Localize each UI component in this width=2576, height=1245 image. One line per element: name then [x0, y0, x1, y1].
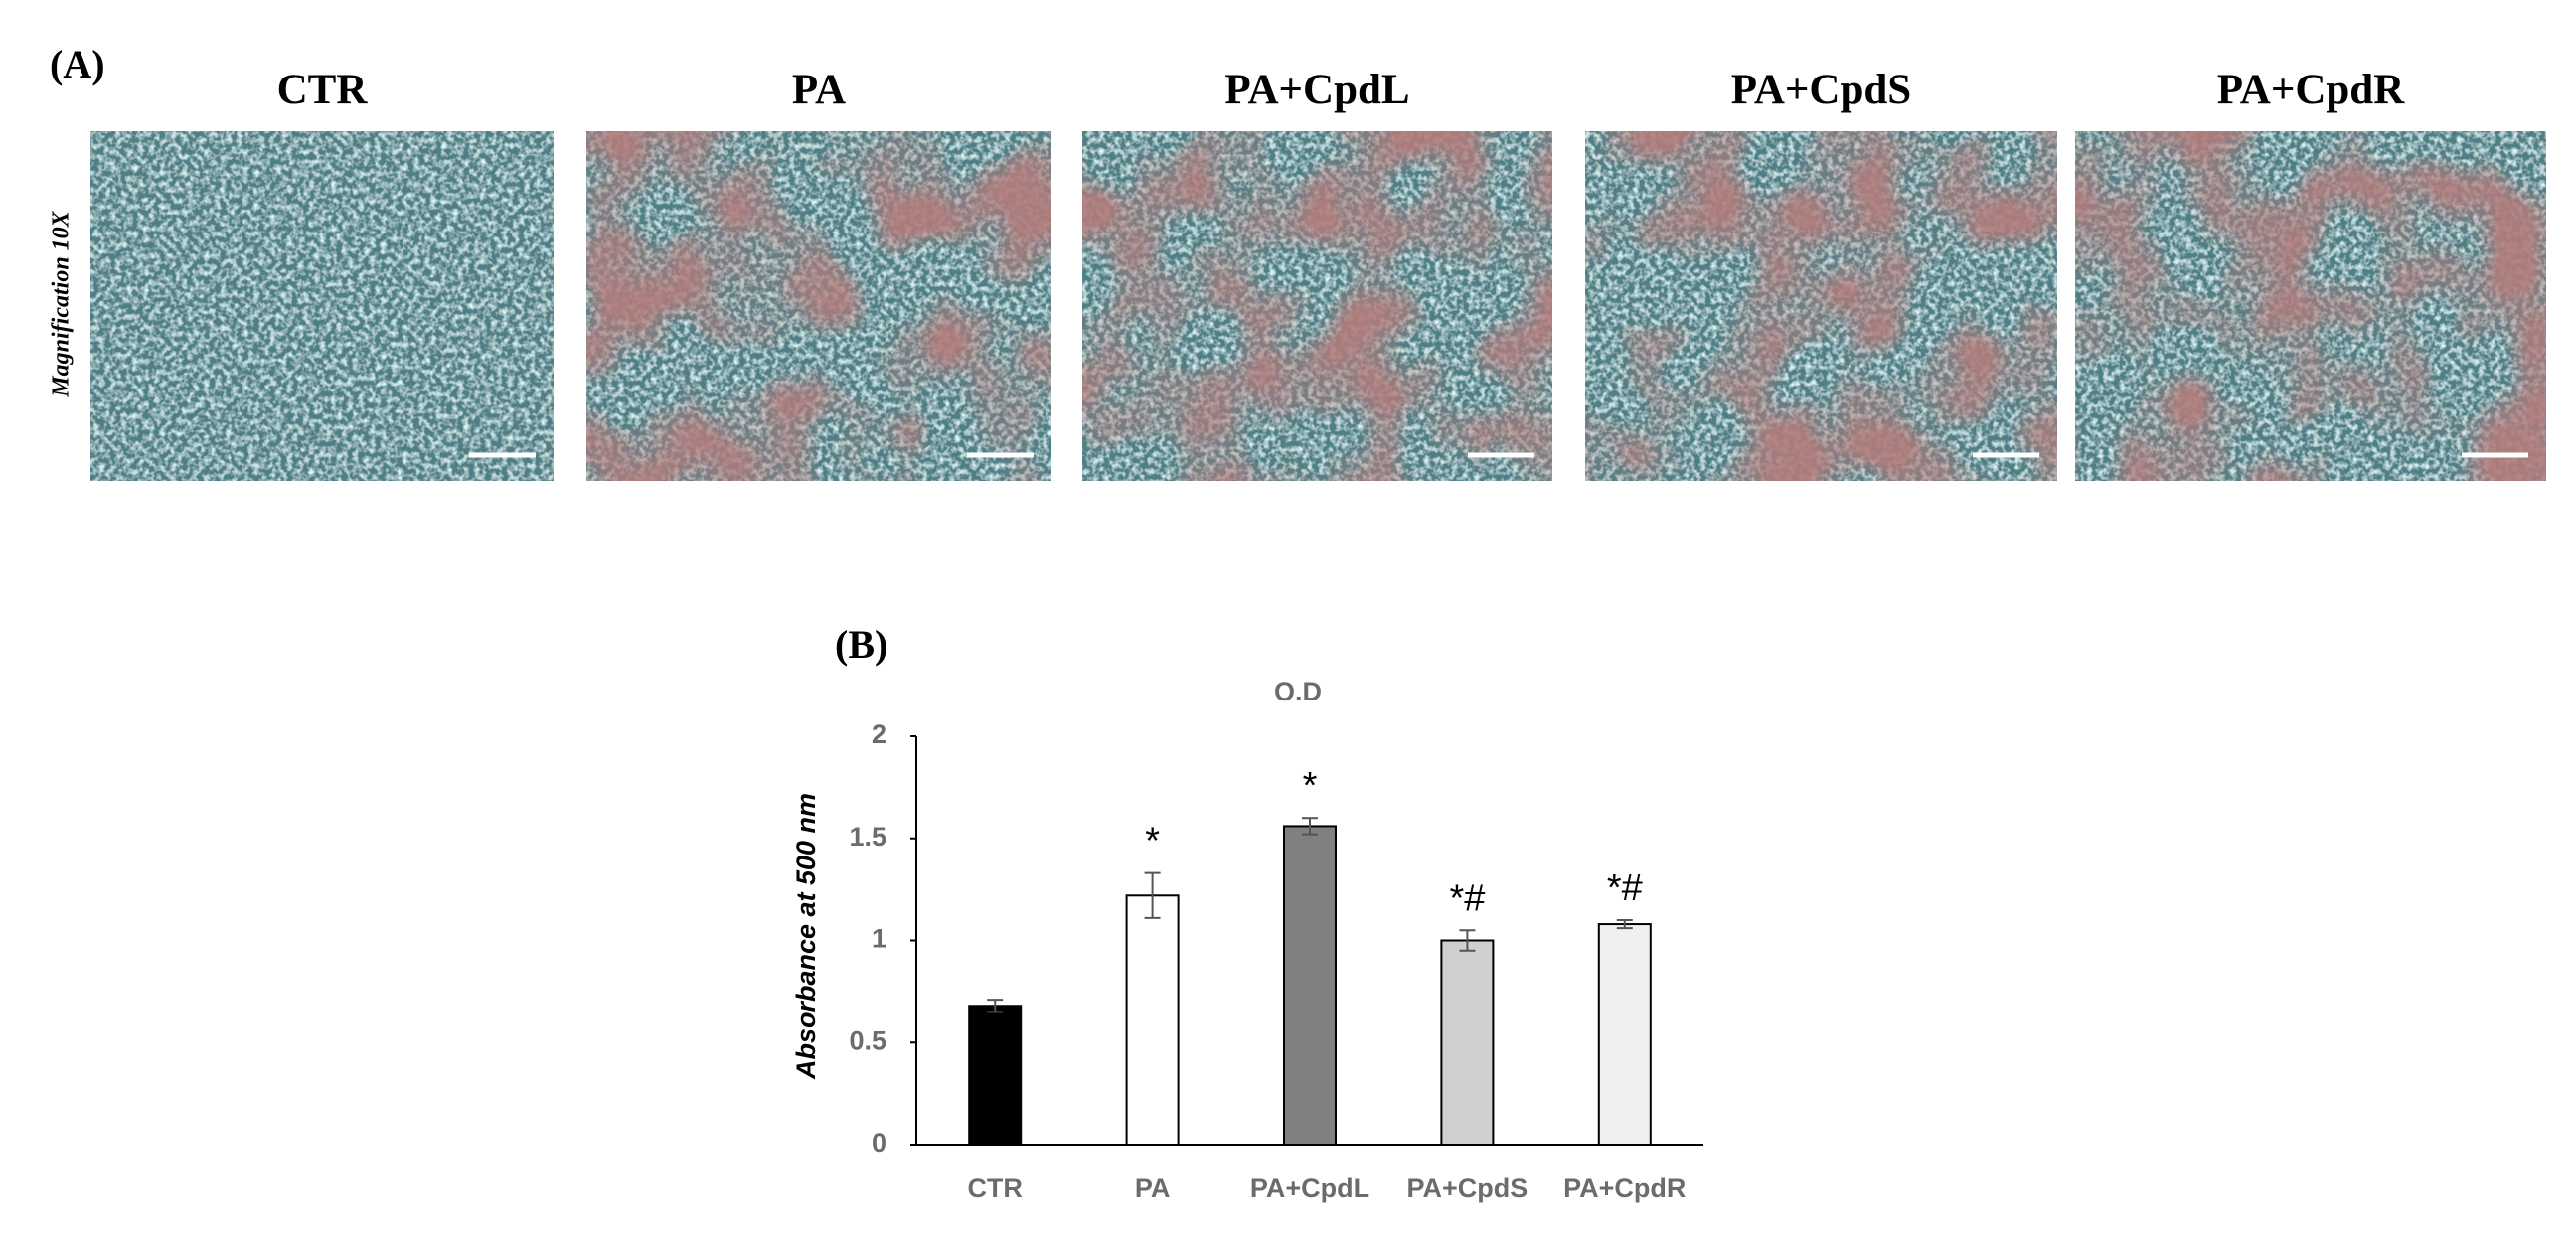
significance-label: *: [1145, 821, 1160, 862]
y-tick-label: 0: [872, 1128, 886, 1158]
micrographs: [90, 131, 2546, 481]
significance-label: *#: [1607, 867, 1643, 909]
image-title: CTR: [277, 67, 369, 113]
significance-label: *#: [1449, 877, 1485, 919]
x-tick-label: CTR: [967, 1173, 1023, 1203]
x-tick-label: PA: [1135, 1173, 1171, 1203]
chart-title: O.D: [1274, 677, 1322, 706]
error-bar: [1302, 817, 1318, 836]
x-tick-label: PA+CpdR: [1563, 1173, 1686, 1203]
stain-overlay: [2075, 131, 2546, 481]
bar: [1597, 923, 1652, 1146]
panel-label: (A): [50, 42, 105, 86]
bar: [968, 1005, 1023, 1147]
stain-overlay: [586, 131, 1051, 481]
y-tick-label: 0.5: [849, 1025, 886, 1055]
y-tick-label: 1.5: [849, 822, 886, 852]
significance-label: *: [1303, 765, 1318, 807]
image-title: PA+CpdL: [1224, 67, 1409, 113]
bar: [1283, 825, 1337, 1146]
y-tick-label: 2: [872, 719, 886, 749]
x-tick-label: PA+CpdS: [1407, 1173, 1529, 1203]
image-title: PA+CpdR: [2217, 67, 2406, 113]
stain-overlay: [1082, 131, 1552, 481]
bar: [1440, 939, 1495, 1146]
error-bar: [987, 999, 1004, 1013]
stain-overlay: [1585, 131, 2057, 481]
error-bar: [1144, 871, 1161, 919]
y-tick-label: 1: [872, 924, 886, 954]
y-axis-label: Absorbance at 500 nm: [791, 793, 821, 1080]
error-bar: [1616, 918, 1633, 930]
micrograph: [90, 131, 554, 481]
error-bar: [1459, 929, 1476, 952]
side-label: Magnification 10X: [49, 210, 75, 397]
image-title: PA+CpdS: [1731, 67, 1911, 113]
image-title: PA: [792, 67, 846, 113]
x-tick-label: PA+CpdL: [1250, 1173, 1369, 1203]
panel-label: (B): [835, 622, 887, 667]
bar: [1125, 894, 1180, 1146]
